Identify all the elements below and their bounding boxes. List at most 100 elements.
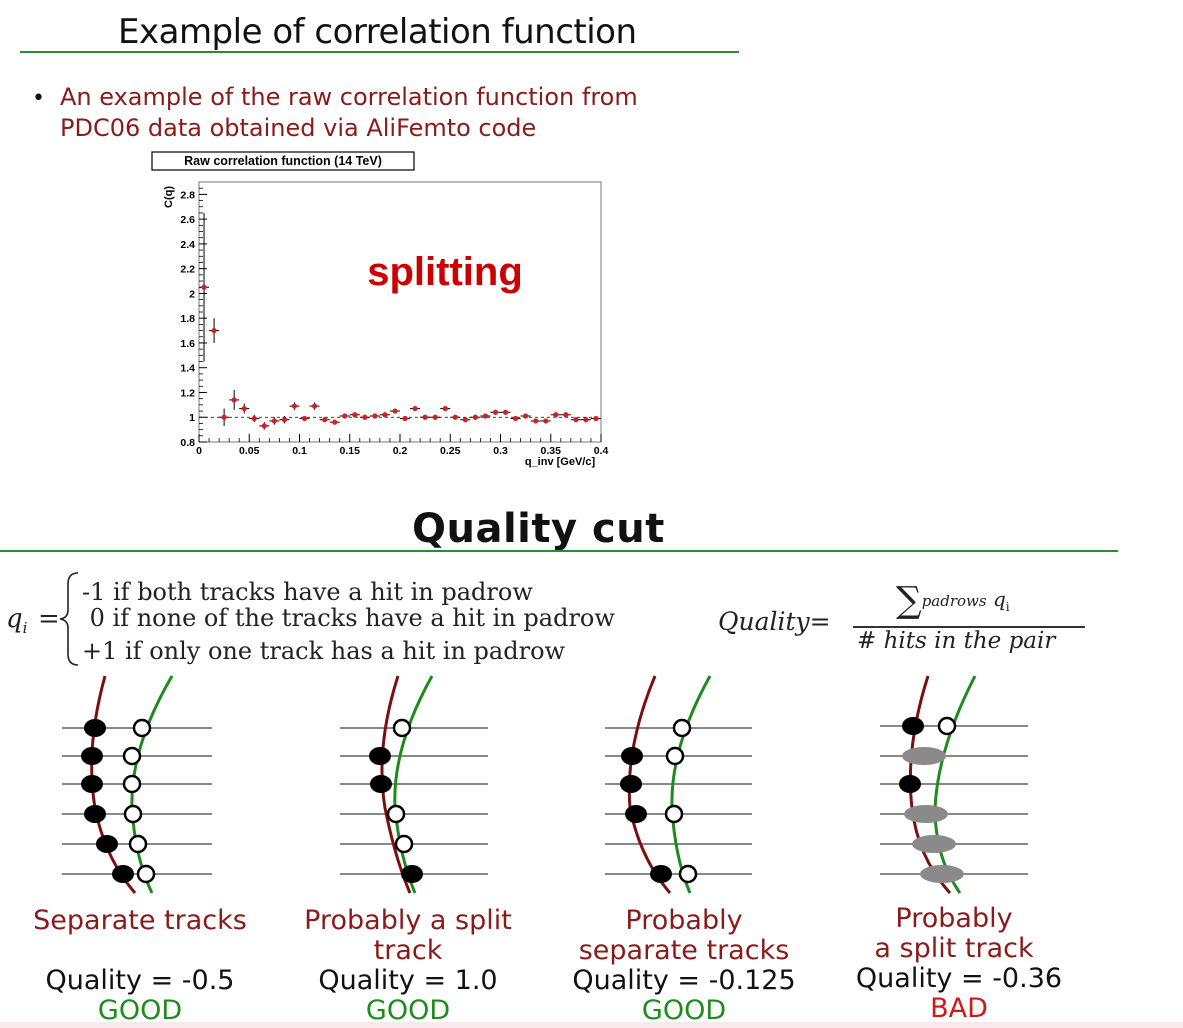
data-point <box>422 414 428 420</box>
track-diagrams <box>62 675 1028 895</box>
y-axis-label: C(q) <box>163 186 175 208</box>
x-tick-label: 0.2 <box>393 445 408 457</box>
x-tick-label: 0 <box>196 445 202 457</box>
panel-4-caption-line-1: Probably <box>895 903 1013 934</box>
y-tick-label: 1 <box>189 412 195 424</box>
sum-subscript: padrows <box>921 592 987 610</box>
equals-sign: = <box>38 604 60 634</box>
x-tick-label: 0.3 <box>493 445 508 457</box>
data-point <box>372 413 378 419</box>
data-point <box>583 417 589 423</box>
data-point <box>342 413 348 419</box>
y-tick-label: 2.6 <box>180 214 195 226</box>
panel-2-caption-line-2: track <box>373 935 443 966</box>
numerator-sub: i <box>1005 600 1010 614</box>
splitting-annotation: splitting <box>367 250 523 294</box>
chart-title-box <box>151 151 415 171</box>
data-point <box>311 403 318 409</box>
data-point <box>402 415 408 422</box>
data-point <box>553 412 559 418</box>
bottom-strip <box>0 1022 1183 1028</box>
data-point <box>382 412 388 418</box>
data-point <box>362 414 368 420</box>
panel-3-diagram <box>605 675 752 894</box>
panel-4-caption-line-2: a split track <box>874 933 1034 964</box>
case-line-2: 0 if none of the tracks have a hit in pa… <box>82 604 615 632</box>
panel-3-caption-line-1: Probably <box>625 905 743 936</box>
x-tick-label: 0.1 <box>292 445 307 457</box>
data-point <box>251 415 257 422</box>
sum-symbol: ∑ <box>896 580 922 621</box>
data-point <box>352 412 358 418</box>
y-tick-label: 1.4 <box>180 363 195 375</box>
panel-2-verdict: GOOD <box>365 995 451 1026</box>
data-point <box>432 414 438 420</box>
plot-frame <box>198 181 602 443</box>
data-point <box>502 409 509 415</box>
data-point <box>512 415 519 422</box>
data-point <box>442 405 448 412</box>
data-point <box>231 397 237 403</box>
y-tick-label: 1.6 <box>180 338 195 350</box>
data-point <box>593 415 599 422</box>
data-point <box>211 327 217 334</box>
data-point <box>221 414 227 420</box>
quality-denominator: # hits in the pair <box>857 628 1056 654</box>
bullet-line-2: PDC06 data obtained via AliFemto code <box>60 114 537 142</box>
data-point <box>492 409 499 415</box>
data-point <box>452 414 458 420</box>
panel-1-caption: Separate tracks <box>10 906 270 936</box>
fraction-bar <box>853 626 1085 628</box>
data-point <box>482 413 489 419</box>
bullet-text: An example of the raw correlation functi… <box>60 82 680 144</box>
panel-1-caption-line-1: Separate tracks <box>33 905 247 936</box>
panel-1-quality: Quality = -0.5 <box>45 965 235 996</box>
case-line-1: -1 if both tracks have a hit in padrow <box>82 578 533 606</box>
data-point <box>201 284 207 290</box>
correlation-chart: Raw correlation function (14 TeV) C(q) q… <box>151 151 608 468</box>
panel-3-caption: Probably separate tracks <box>548 906 820 966</box>
y-tick-label: 2.2 <box>180 264 195 276</box>
panel-2-caption: Probably a split track <box>278 906 538 966</box>
title-underline-2 <box>0 550 1118 552</box>
y-tick-label: 2 <box>189 288 195 300</box>
data-point <box>332 419 338 425</box>
data-point <box>543 418 549 424</box>
bullet-line-1: An example of the raw correlation functi… <box>60 83 638 111</box>
panel-3-quality: Quality = -0.125 <box>572 965 796 996</box>
qi-var: q <box>6 604 23 634</box>
panel-2-caption-line-1: Probably a split <box>304 905 512 936</box>
y-tick-label: 0.8 <box>180 437 195 449</box>
data-point <box>261 423 267 429</box>
data-point <box>472 414 478 420</box>
data-point <box>533 418 539 424</box>
chart-title: Raw correlation function (14 TeV) <box>184 154 382 168</box>
data-point <box>523 413 529 419</box>
panel-1-verdict: GOOD <box>97 995 183 1026</box>
x-tick-label: 0.35 <box>541 445 562 457</box>
left-brace <box>59 572 79 666</box>
data-point <box>271 418 277 424</box>
panel-2-quality: Quality = 1.0 <box>318 965 498 996</box>
panel-3-verdict: GOOD <box>641 995 727 1026</box>
data-point <box>281 417 288 423</box>
qi-sub: i <box>22 619 28 638</box>
y-tick-label: 2.4 <box>180 239 195 251</box>
data-point <box>563 412 569 418</box>
title-underline <box>20 51 739 53</box>
track-2-red <box>380 675 412 894</box>
data-point <box>322 417 328 423</box>
data-point <box>573 417 579 423</box>
x-tick-label: 0.25 <box>440 445 461 457</box>
slide2-title: Quality cut <box>412 506 665 552</box>
x-tick-label: 0.05 <box>239 445 260 457</box>
panel-4-diagram <box>880 675 1028 895</box>
data-point <box>301 415 308 422</box>
qi-symbol: qi <box>6 604 27 637</box>
case-line-3: +1 if only one track has a hit in padrow <box>82 637 566 665</box>
quality-numerator: ∑padrows qi <box>896 580 1010 621</box>
panel-4-verdict: BAD <box>930 993 988 1024</box>
panel-1-diagram <box>62 675 212 894</box>
data-point <box>392 408 398 414</box>
y-tick-label: 1.8 <box>180 313 195 325</box>
